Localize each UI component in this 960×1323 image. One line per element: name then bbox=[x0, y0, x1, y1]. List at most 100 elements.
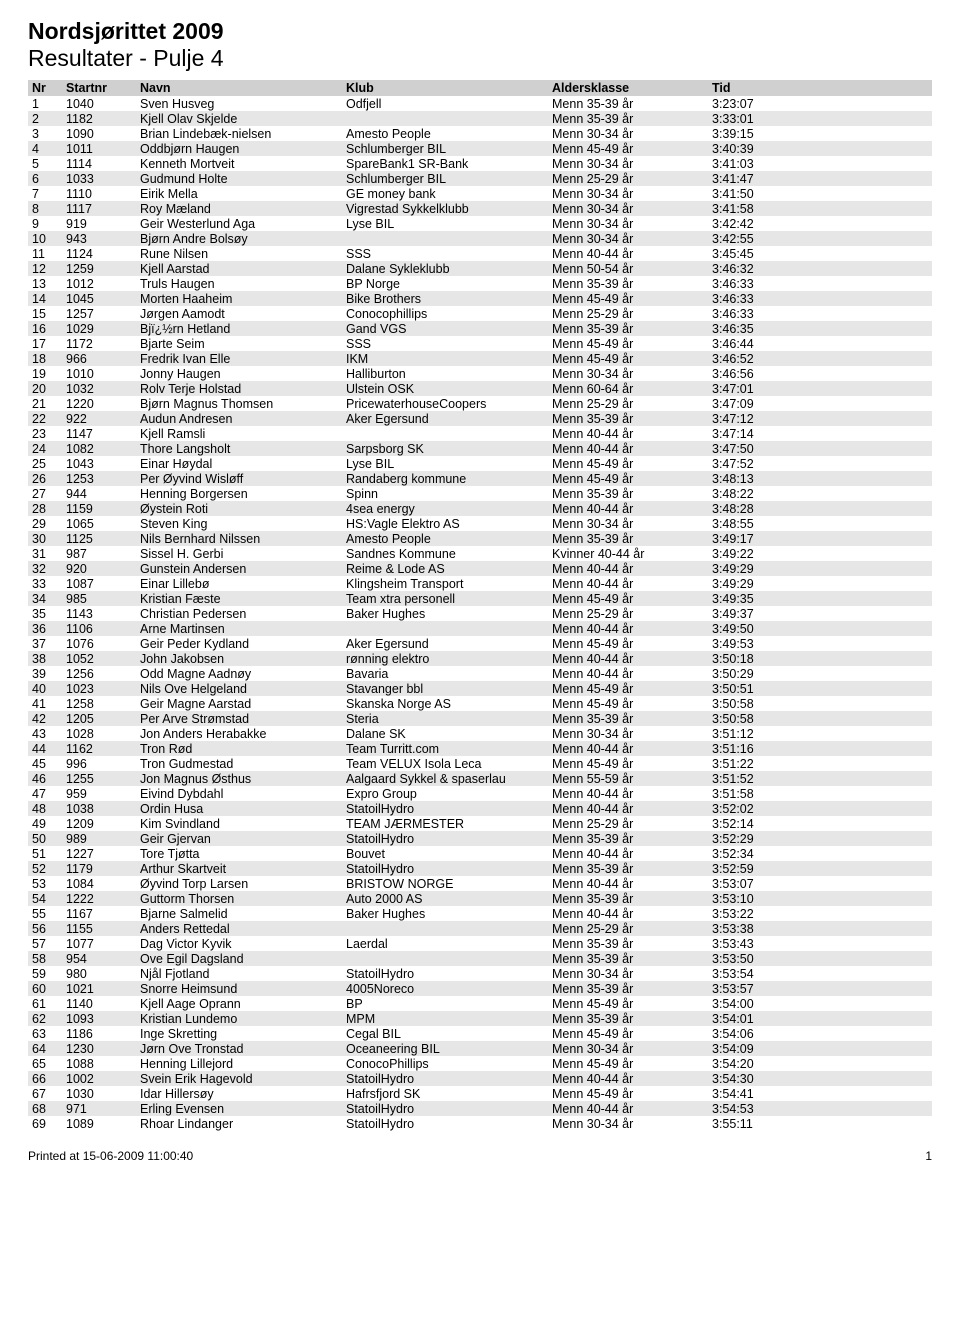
table-cell: Idar Hillersøy bbox=[136, 1086, 342, 1101]
table-cell: 55 bbox=[28, 906, 62, 921]
table-cell: 3:54:06 bbox=[708, 1026, 932, 1041]
table-row: 68971Erling EvensenStatoilHydroMenn 40-4… bbox=[28, 1101, 932, 1116]
table-cell: Schlumberger BIL bbox=[342, 141, 548, 156]
table-cell: 52 bbox=[28, 861, 62, 876]
table-cell: 39 bbox=[28, 666, 62, 681]
table-cell: 12 bbox=[28, 261, 62, 276]
table-cell: BP Norge bbox=[342, 276, 548, 291]
table-cell: 1255 bbox=[62, 771, 136, 786]
table-cell: 1222 bbox=[62, 891, 136, 906]
table-cell: 3:49:50 bbox=[708, 621, 932, 636]
table-cell: Menn 40-44 år bbox=[548, 801, 708, 816]
table-cell: Aalgaard Sykkel & spaserlau bbox=[342, 771, 548, 786]
table-cell: Klingsheim Transport bbox=[342, 576, 548, 591]
table-cell: Menn 30-34 år bbox=[548, 201, 708, 216]
table-cell: Dalane SK bbox=[342, 726, 548, 741]
table-cell: Menn 35-39 år bbox=[548, 1011, 708, 1026]
table-cell: 3:54:30 bbox=[708, 1071, 932, 1086]
table-row: 691089Rhoar LindangerStatoilHydroMenn 30… bbox=[28, 1116, 932, 1131]
table-row: 381052John Jakobsenrønning elektroMenn 4… bbox=[28, 651, 932, 666]
table-cell: 1084 bbox=[62, 876, 136, 891]
table-cell: 53 bbox=[28, 876, 62, 891]
table-cell: 66 bbox=[28, 1071, 62, 1086]
table-cell: 1012 bbox=[62, 276, 136, 291]
table-cell: 21 bbox=[28, 396, 62, 411]
table-cell: Dag Victor Kyvik bbox=[136, 936, 342, 951]
table-cell: Ordin Husa bbox=[136, 801, 342, 816]
table-cell: Roy Mæland bbox=[136, 201, 342, 216]
table-cell: Gunstein Andersen bbox=[136, 561, 342, 576]
table-cell: 3:41:50 bbox=[708, 186, 932, 201]
table-cell: 1227 bbox=[62, 846, 136, 861]
table-cell: 33 bbox=[28, 576, 62, 591]
table-cell: 42 bbox=[28, 711, 62, 726]
table-cell: 3:53:50 bbox=[708, 951, 932, 966]
table-row: 651088Henning LillejordConocoPhillipsMen… bbox=[28, 1056, 932, 1071]
table-cell: 25 bbox=[28, 456, 62, 471]
table-cell: 13 bbox=[28, 276, 62, 291]
table-cell: 67 bbox=[28, 1086, 62, 1101]
table-cell: StatoilHydro bbox=[342, 831, 548, 846]
table-cell: 10 bbox=[28, 231, 62, 246]
table-cell: Guttorm Thorsen bbox=[136, 891, 342, 906]
table-cell: 1258 bbox=[62, 696, 136, 711]
table-cell: Menn 45-49 år bbox=[548, 291, 708, 306]
table-cell: Menn 40-44 år bbox=[548, 1071, 708, 1086]
table-row: 641230Jørn Ove TronstadOceaneering BILMe… bbox=[28, 1041, 932, 1056]
table-cell: Jørn Ove Tronstad bbox=[136, 1041, 342, 1056]
table-row: 41011Oddbjørn HaugenSchlumberger BILMenn… bbox=[28, 141, 932, 156]
table-cell: Bike Brothers bbox=[342, 291, 548, 306]
table-cell: Truls Haugen bbox=[136, 276, 342, 291]
table-cell: 15 bbox=[28, 306, 62, 321]
table-cell: 47 bbox=[28, 786, 62, 801]
table-cell: Odd Magne Aadnøy bbox=[136, 666, 342, 681]
table-cell: Bjørn Andre Bolsøy bbox=[136, 231, 342, 246]
table-row: 45996Tron GudmestadTeam VELUX Isola Leca… bbox=[28, 756, 932, 771]
table-cell: Sarpsborg SK bbox=[342, 441, 548, 456]
table-cell: Einar Lillebø bbox=[136, 576, 342, 591]
table-cell: 68 bbox=[28, 1101, 62, 1116]
table-cell: Menn 25-29 år bbox=[548, 396, 708, 411]
table-row: 81117Roy MælandVigrestad SykkelklubbMenn… bbox=[28, 201, 932, 216]
table-cell: 57 bbox=[28, 936, 62, 951]
table-cell: Dalane Sykleklubb bbox=[342, 261, 548, 276]
table-cell: 1023 bbox=[62, 681, 136, 696]
table-cell: 45 bbox=[28, 756, 62, 771]
table-cell: Lyse BIL bbox=[342, 216, 548, 231]
table-cell: 1106 bbox=[62, 621, 136, 636]
table-cell: 1076 bbox=[62, 636, 136, 651]
table-cell: 987 bbox=[62, 546, 136, 561]
table-cell: Menn 35-39 år bbox=[548, 831, 708, 846]
table-cell: 1143 bbox=[62, 606, 136, 621]
table-cell: Kjell Olav Skjelde bbox=[136, 111, 342, 126]
table-row: 261253Per Øyvind WisløffRandaberg kommun… bbox=[28, 471, 932, 486]
table-cell: Menn 30-34 år bbox=[548, 126, 708, 141]
table-row: 58954Ove Egil DagslandMenn 35-39 år3:53:… bbox=[28, 951, 932, 966]
table-cell: Menn 40-44 år bbox=[548, 786, 708, 801]
table-cell bbox=[342, 426, 548, 441]
table-cell: Spinn bbox=[342, 486, 548, 501]
table-cell: 954 bbox=[62, 951, 136, 966]
table-row: 171172Bjarte SeimSSSMenn 45-49 år3:46:44 bbox=[28, 336, 932, 351]
table-cell: 4 bbox=[28, 141, 62, 156]
table-cell: 48 bbox=[28, 801, 62, 816]
table-cell: 3:49:35 bbox=[708, 591, 932, 606]
table-cell: Oceaneering BIL bbox=[342, 1041, 548, 1056]
table-cell: 3:41:47 bbox=[708, 171, 932, 186]
table-cell: PricewaterhouseCoopers bbox=[342, 396, 548, 411]
table-cell: 3:51:52 bbox=[708, 771, 932, 786]
table-cell: Geir Peder Kydland bbox=[136, 636, 342, 651]
table-cell: Morten Haaheim bbox=[136, 291, 342, 306]
col-header-navn: Navn bbox=[136, 80, 342, 96]
table-cell: Einar Høydal bbox=[136, 456, 342, 471]
table-cell: Menn 50-54 år bbox=[548, 261, 708, 276]
table-cell: Menn 40-44 år bbox=[548, 666, 708, 681]
table-cell: 7 bbox=[28, 186, 62, 201]
table-cell: Menn 45-49 år bbox=[548, 696, 708, 711]
table-cell: 1253 bbox=[62, 471, 136, 486]
table-cell: 3:54:41 bbox=[708, 1086, 932, 1101]
table-cell: 1256 bbox=[62, 666, 136, 681]
table-cell: Menn 45-49 år bbox=[548, 456, 708, 471]
table-cell: 1125 bbox=[62, 531, 136, 546]
table-cell: 60 bbox=[28, 981, 62, 996]
